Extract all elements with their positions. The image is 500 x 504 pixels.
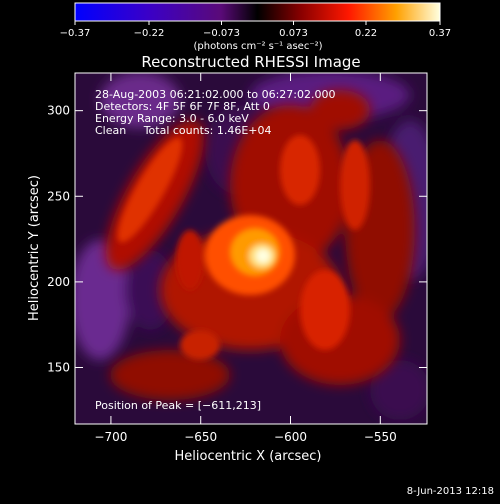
heatmap-image (75, 73, 427, 424)
plot-frame (74, 72, 428, 425)
y-tick-label: 250 (47, 189, 70, 203)
x-tick-label: −550 (364, 430, 397, 444)
y-tick-label: 150 (47, 360, 70, 374)
colorbar-tick-label: −0.073 (203, 28, 240, 39)
colorbar (74, 2, 441, 22)
colorbar-tick-label: 0.37 (429, 28, 451, 39)
x-tick-label: −650 (184, 430, 217, 444)
colorbar-tick-label: −0.22 (134, 28, 165, 39)
colorbar-tick-label: −0.37 (60, 28, 91, 39)
annotation-method: Clean Total counts: 1.46E+04 (95, 124, 272, 137)
y-axis: 150 200 250 300 (47, 104, 427, 374)
x-tick-label: −600 (274, 430, 307, 444)
x-axis-label: Heliocentric X (arcsec) (175, 449, 322, 464)
annotation-detectors: Detectors: 4F 5F 6F 7F 8F, Att 0 (95, 100, 270, 113)
colorbar-units: (photons cm⁻² s⁻¹ asec⁻²) (193, 41, 322, 52)
annotation-energy: Energy Range: 3.0 - 6.0 keV (95, 112, 249, 125)
colorbar-tick-label: 0.073 (279, 28, 308, 39)
y-tick-label: 300 (47, 104, 70, 118)
colorbar-tick-label: 0.22 (355, 28, 377, 39)
annotation-peak: Position of Peak = [−611,213] (95, 399, 261, 412)
y-tick-label: 200 (47, 275, 70, 289)
footer-date: 8-Jun-2013 12:18 (407, 486, 494, 497)
colorbar-ticks: −0.37 −0.22 −0.073 0.073 0.22 0.37 (60, 21, 451, 39)
x-axis: −700 −650 −600 −550 (94, 73, 397, 444)
chart-title: Reconstructed RHESSI Image (141, 53, 360, 71)
y-axis-label: Heliocentric Y (arcsec) (27, 175, 42, 321)
x-tick-label: −700 (94, 430, 127, 444)
annotation-time-range: 28-Aug-2003 06:21:02.000 to 06:27:02.000 (95, 88, 336, 101)
